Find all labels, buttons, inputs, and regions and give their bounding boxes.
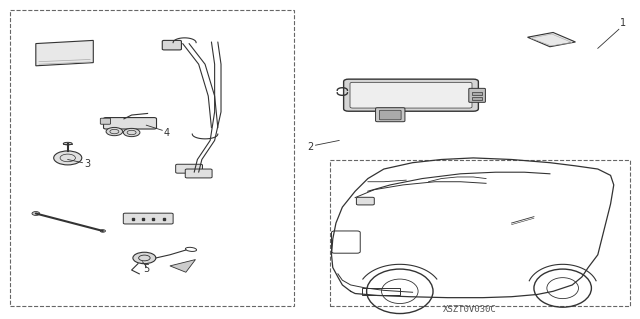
Text: 1: 1 bbox=[620, 18, 627, 28]
Circle shape bbox=[124, 128, 140, 137]
FancyBboxPatch shape bbox=[380, 110, 401, 120]
Bar bbox=[362, 288, 400, 295]
Circle shape bbox=[54, 151, 82, 165]
FancyBboxPatch shape bbox=[344, 79, 478, 111]
Text: XSZT0V030C: XSZT0V030C bbox=[443, 305, 497, 314]
FancyBboxPatch shape bbox=[175, 164, 202, 173]
Text: 5: 5 bbox=[143, 264, 149, 274]
Circle shape bbox=[100, 230, 106, 232]
Bar bbox=[472, 92, 481, 95]
FancyBboxPatch shape bbox=[376, 108, 405, 122]
FancyBboxPatch shape bbox=[100, 118, 111, 124]
Text: 2: 2 bbox=[307, 142, 314, 152]
Circle shape bbox=[133, 252, 156, 264]
Text: 3: 3 bbox=[84, 159, 90, 169]
FancyBboxPatch shape bbox=[468, 88, 485, 102]
FancyBboxPatch shape bbox=[163, 41, 181, 50]
FancyBboxPatch shape bbox=[124, 213, 173, 224]
Polygon shape bbox=[170, 260, 195, 272]
Ellipse shape bbox=[63, 142, 72, 145]
Polygon shape bbox=[527, 33, 575, 47]
FancyBboxPatch shape bbox=[185, 169, 212, 178]
Text: 4: 4 bbox=[164, 128, 170, 137]
Bar bbox=[10, 10, 294, 306]
FancyBboxPatch shape bbox=[104, 118, 157, 129]
Polygon shape bbox=[36, 41, 93, 66]
Bar bbox=[472, 97, 481, 100]
FancyBboxPatch shape bbox=[350, 82, 472, 108]
Circle shape bbox=[32, 211, 40, 215]
Circle shape bbox=[106, 127, 123, 136]
FancyBboxPatch shape bbox=[356, 197, 374, 205]
Bar bbox=[330, 160, 630, 306]
